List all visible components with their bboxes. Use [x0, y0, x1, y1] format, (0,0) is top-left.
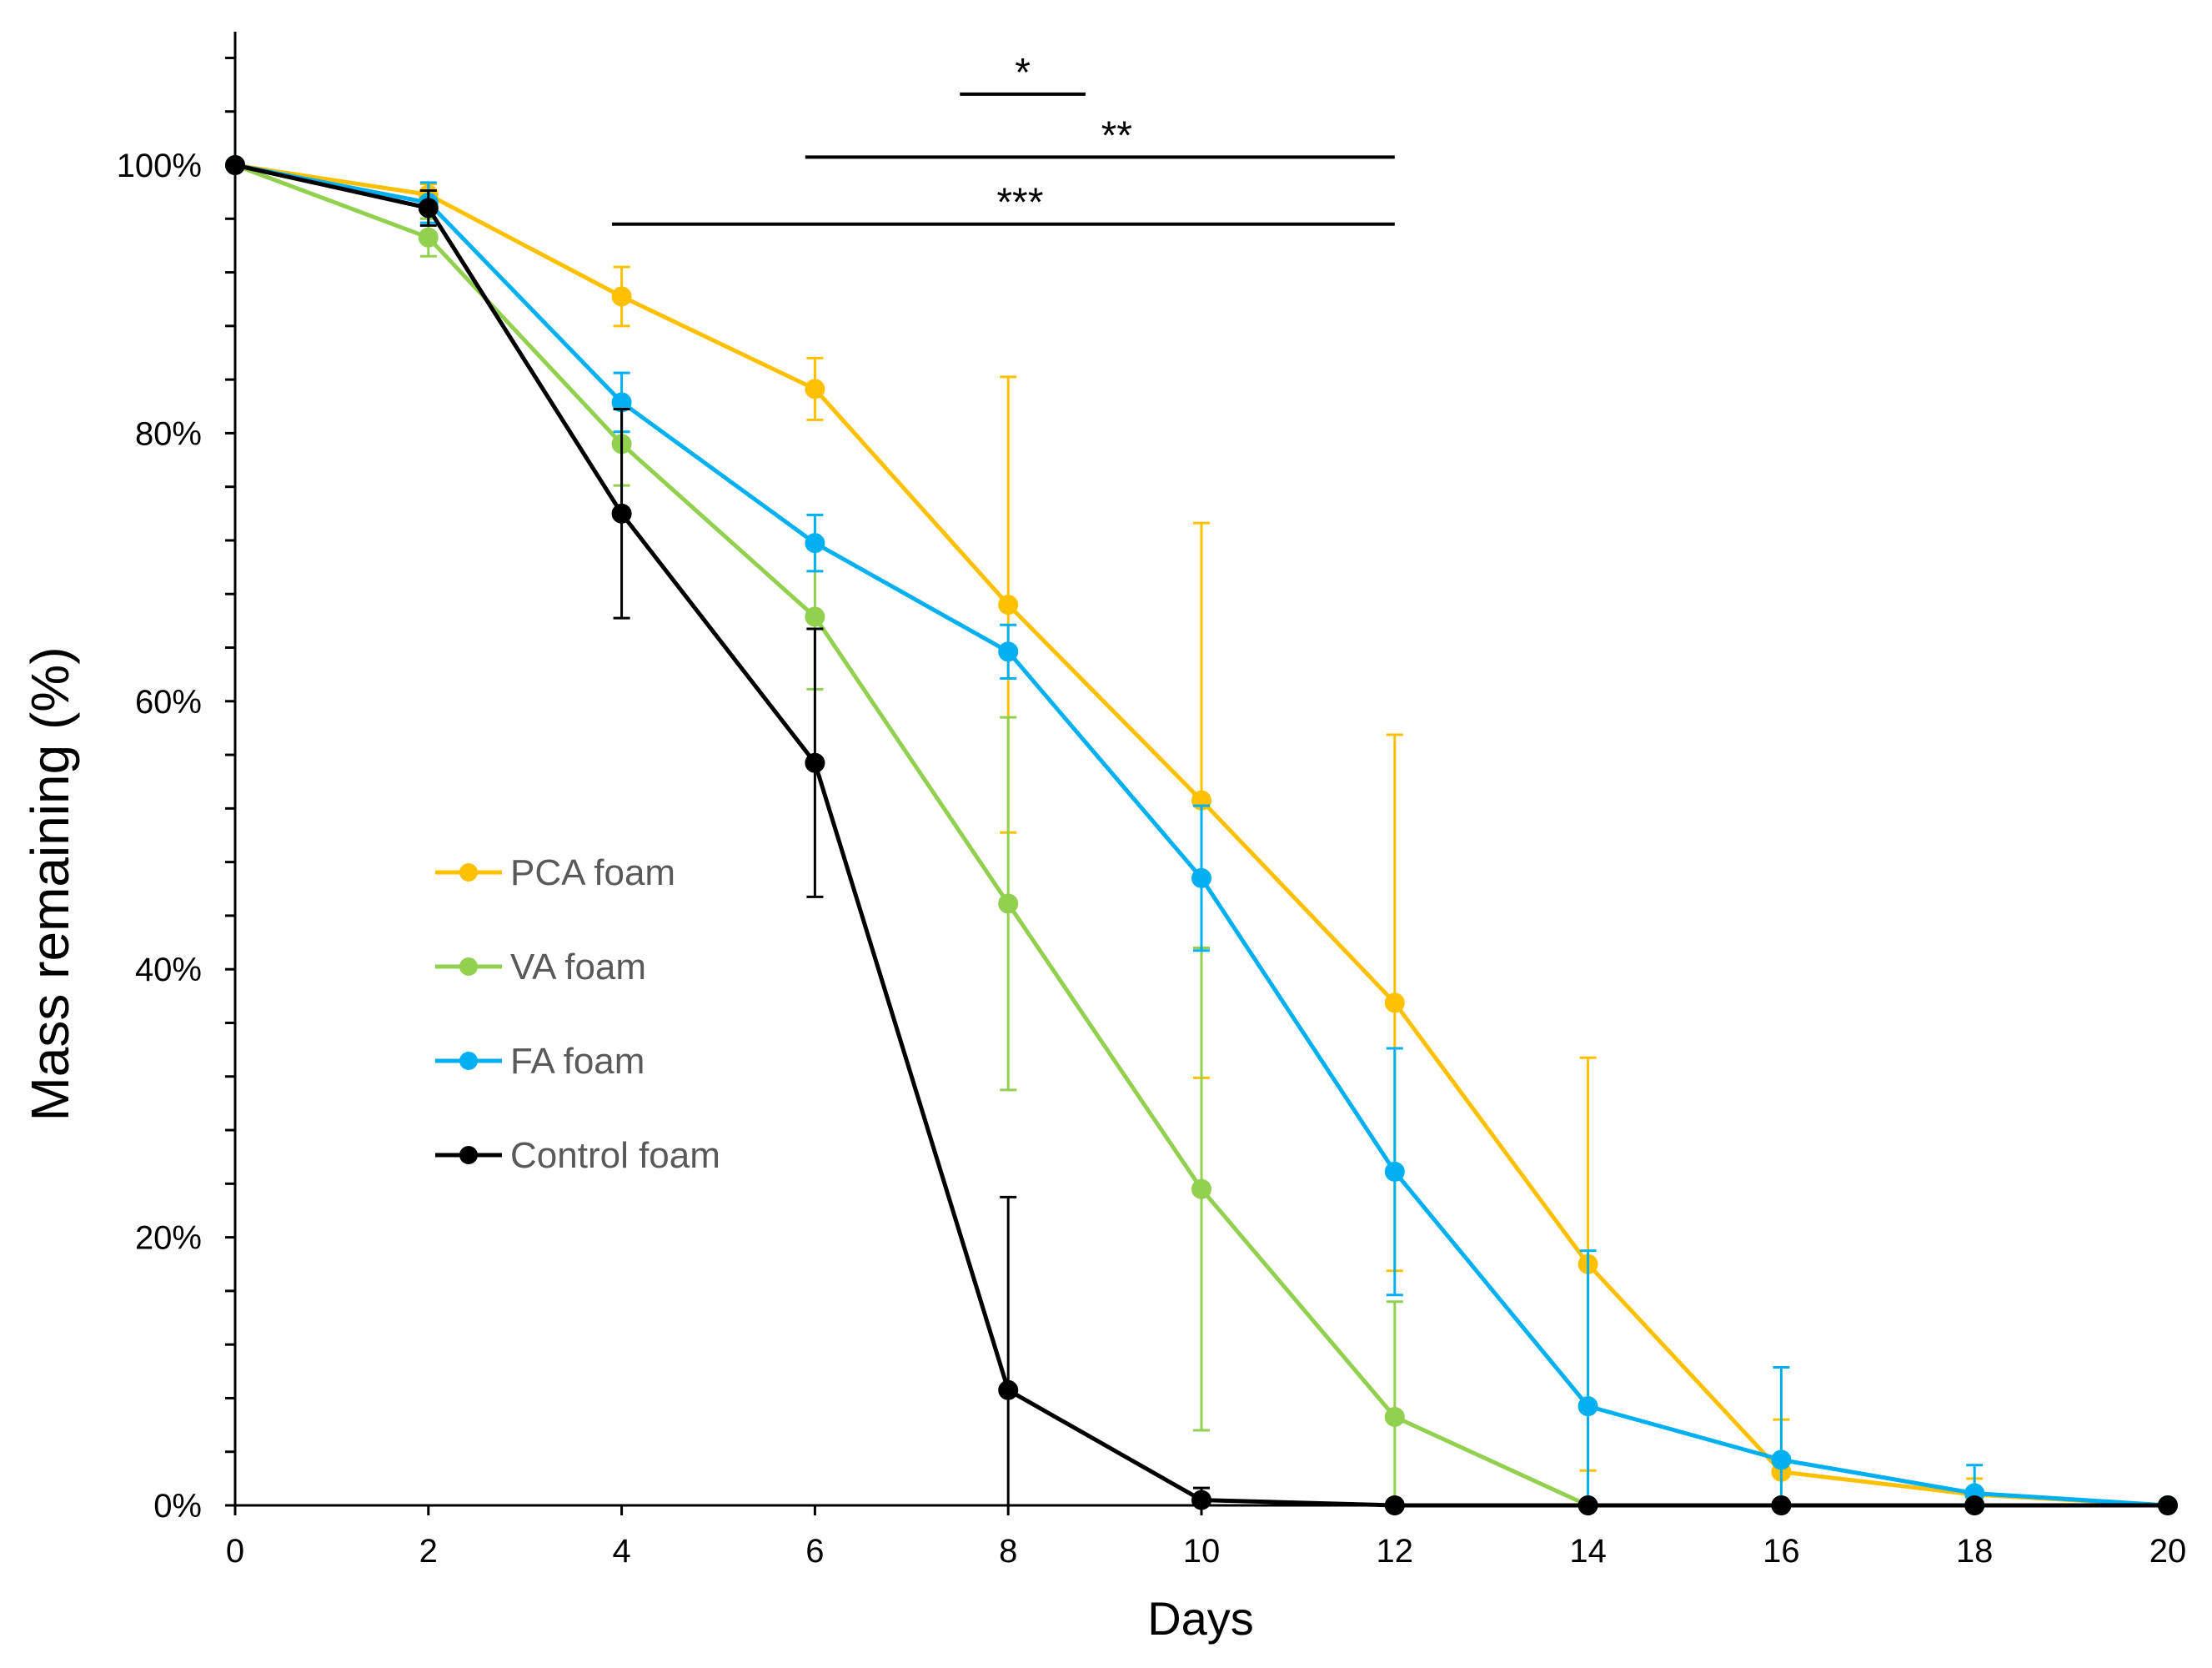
data-point — [805, 752, 825, 773]
data-point — [1964, 1495, 1985, 1515]
data-point — [1384, 992, 1405, 1013]
x-tick-label: 16 — [1763, 1533, 1800, 1570]
data-point — [1384, 1406, 1405, 1427]
data-point — [418, 227, 439, 248]
data-point — [418, 198, 439, 219]
data-point — [1384, 1161, 1405, 1182]
legend-marker — [459, 1146, 478, 1164]
data-point — [1191, 867, 1211, 888]
data-point — [998, 595, 1019, 615]
x-tick-label: 2 — [419, 1533, 438, 1570]
data-point — [225, 155, 245, 175]
y-tick-label: 20% — [135, 1220, 202, 1257]
data-point — [805, 606, 825, 627]
legend-marker — [459, 863, 478, 882]
x-tick-label: 6 — [805, 1533, 824, 1570]
x-tick-label: 12 — [1377, 1533, 1414, 1570]
series-control-foam — [225, 155, 2178, 1515]
x-tick-label: 0 — [226, 1533, 244, 1570]
y-tick-label: 0% — [153, 1488, 202, 1525]
x-tick-label: 8 — [999, 1533, 1017, 1570]
data-point — [805, 379, 825, 399]
legend: PCA foam VA foam FA foam Control foam — [435, 852, 720, 1176]
legend-label: FA foam — [510, 1041, 645, 1082]
data-point — [2158, 1495, 2178, 1515]
y-tick-label: 100% — [117, 148, 202, 184]
data-point — [1577, 1495, 1598, 1515]
y-tick-label: 40% — [135, 952, 202, 988]
data-point — [1191, 1490, 1211, 1510]
x-tick-label: 14 — [1569, 1533, 1607, 1570]
data-point — [998, 641, 1019, 662]
y-tick-label: 60% — [135, 684, 202, 721]
legend-label: PCA foam — [510, 852, 675, 893]
significance-annotations: ****** — [612, 51, 1395, 226]
y-tick-label: 80% — [135, 415, 202, 452]
series-fa-foam — [225, 155, 2178, 1515]
legend-marker — [459, 957, 478, 976]
data-point — [1577, 1396, 1598, 1417]
data-point — [805, 533, 825, 554]
data-point — [1191, 1178, 1211, 1199]
y-axis-title: Mass remaining (%) — [20, 646, 80, 1121]
significance-label: * — [1015, 51, 1031, 95]
significance-label: *** — [996, 181, 1043, 225]
series-layer — [225, 155, 2178, 1515]
data-point — [611, 503, 632, 524]
data-point — [1771, 1449, 1792, 1470]
x-axis-title: Days — [1147, 1592, 1254, 1645]
data-point — [611, 286, 632, 307]
x-tick-label: 20 — [2149, 1533, 2187, 1570]
x-tick-label: 10 — [1183, 1533, 1221, 1570]
legend-label: VA foam — [510, 947, 646, 987]
data-point — [1771, 1495, 1792, 1515]
significance-label: ** — [1101, 113, 1132, 158]
data-point — [998, 893, 1019, 914]
legend-label: Control foam — [510, 1135, 720, 1176]
x-tick-label: 4 — [612, 1533, 630, 1570]
legend-marker — [459, 1052, 478, 1070]
data-point — [1384, 1495, 1405, 1515]
x-tick-label: 18 — [1956, 1533, 1994, 1570]
data-point — [998, 1379, 1019, 1400]
